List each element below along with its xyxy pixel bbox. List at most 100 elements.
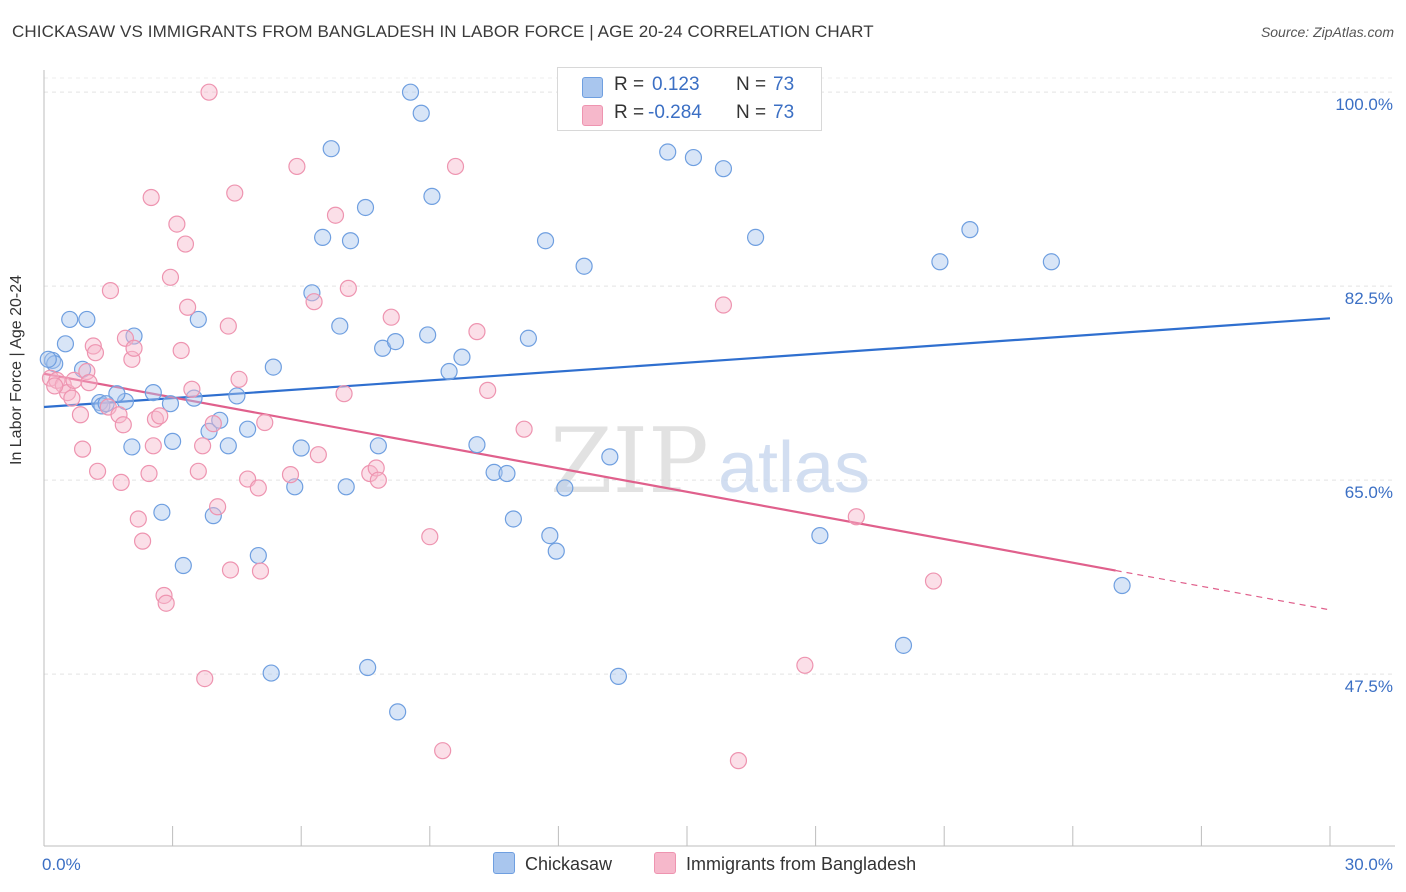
- trend-line-chickasaw: [43, 317, 1331, 409]
- point-bangladesh: [142, 188, 160, 207]
- point-chickasaw: [746, 228, 765, 246]
- legend-label-chickasaw: Chickasaw: [525, 854, 613, 874]
- point-chickasaw: [423, 187, 441, 205]
- point-bangladesh: [179, 298, 197, 316]
- point-chickasaw: [359, 658, 377, 677]
- tick-labels: 47.5% 65.0% 82.5% 100.0% 0.0% 30.0%: [42, 95, 1393, 874]
- bottom-legend-chickasaw: Chickasaw: [493, 852, 612, 875]
- point-chickasaw: [369, 437, 387, 455]
- point-bangladesh: [226, 184, 244, 202]
- point-chickasaw: [684, 148, 703, 167]
- point-bangladesh: [421, 528, 439, 546]
- y-tick-label: 65.0%: [1345, 483, 1393, 502]
- point-bangladesh: [847, 508, 865, 526]
- point-chickasaw: [519, 329, 537, 347]
- point-bangladesh: [251, 562, 270, 580]
- legend-n-label: N =: [736, 102, 767, 123]
- point-bangladesh: [221, 561, 240, 579]
- point-chickasaw: [894, 636, 913, 654]
- point-bangladesh: [80, 374, 98, 392]
- point-chickasaw: [609, 667, 628, 685]
- chart-title: CHICKASAW VS IMMIGRANTS FROM BANGLADESH …: [12, 22, 874, 41]
- legend-n-label: N =: [736, 74, 767, 95]
- point-chickasaw: [1042, 253, 1060, 271]
- point-chickasaw: [931, 253, 949, 271]
- point-bangladesh: [172, 341, 190, 360]
- point-chickasaw: [419, 326, 437, 344]
- bottom-legend-bangladesh: Immigrants from Bangladesh: [654, 852, 916, 875]
- legend-n-value: 73: [773, 102, 795, 123]
- point-chickasaw: [219, 437, 237, 455]
- point-bangladesh: [281, 466, 300, 484]
- y-tick-label: 100.0%: [1335, 95, 1393, 114]
- point-bangladesh: [46, 377, 64, 395]
- point-chickasaw: [123, 438, 141, 456]
- point-chickasaw: [292, 439, 310, 457]
- y-tick-label: 47.5%: [1345, 677, 1393, 696]
- legend-row-chickasaw: R = 0.123 N = 73: [558, 74, 821, 100]
- legend-swatch-pink: [654, 852, 676, 874]
- point-bangladesh: [335, 385, 353, 403]
- point-bangladesh: [114, 416, 132, 434]
- point-bangladesh: [112, 473, 130, 491]
- point-bangladesh: [157, 594, 175, 612]
- point-chickasaw: [174, 556, 192, 575]
- point-bangladesh: [204, 415, 222, 433]
- legend-swatch-pink: [582, 105, 603, 126]
- point-chickasaw: [337, 478, 355, 496]
- point-bangladesh: [151, 407, 169, 425]
- axes: [43, 70, 1395, 847]
- point-bangladesh: [249, 479, 267, 497]
- legend-label-bangladesh: Immigrants from Bangladesh: [686, 854, 917, 874]
- point-bangladesh: [144, 437, 162, 455]
- point-chickasaw: [356, 198, 375, 217]
- point-chickasaw: [239, 420, 257, 438]
- point-bangladesh: [125, 339, 143, 357]
- point-chickasaw: [485, 463, 503, 482]
- point-chickasaw: [811, 526, 829, 545]
- legend-r-value: -0.284: [648, 102, 702, 123]
- point-bangladesh: [183, 380, 201, 398]
- point-chickasaw: [264, 358, 282, 376]
- point-bangladesh: [288, 157, 306, 176]
- point-bangladesh: [110, 406, 128, 424]
- point-chickasaw: [78, 310, 96, 329]
- watermark-atlas: atlas: [718, 428, 870, 508]
- point-chickasaw: [61, 310, 79, 329]
- point-bangladesh: [479, 381, 497, 399]
- point-bangladesh: [189, 462, 207, 480]
- point-bangladesh: [63, 389, 81, 407]
- point-bangladesh: [86, 344, 105, 362]
- point-chickasaw: [468, 436, 486, 454]
- point-bangladesh: [256, 413, 274, 432]
- y-axis-label: In Labor Force | Age 20-24: [8, 274, 25, 465]
- point-bangladesh: [468, 323, 486, 341]
- point-chickasaw: [961, 221, 979, 239]
- point-chickasaw: [164, 432, 182, 450]
- point-bangladesh: [54, 376, 72, 394]
- point-chickasaw: [386, 333, 405, 351]
- point-bangladesh: [84, 337, 102, 355]
- legend-r-label: R =: [614, 74, 645, 95]
- legend-n-value: 73: [773, 74, 795, 95]
- point-bangladesh: [129, 510, 147, 528]
- point-bangladesh: [73, 440, 92, 458]
- point-chickasaw: [108, 385, 126, 403]
- trend-line-bangladesh-extension: [1115, 569, 1331, 611]
- point-chickasaw: [556, 479, 574, 497]
- point-bangladesh: [309, 446, 327, 464]
- point-bangladesh: [161, 268, 180, 286]
- point-chickasaw: [498, 464, 516, 483]
- x-tick-label-max: 30.0%: [1345, 855, 1393, 874]
- data-points: [39, 83, 1131, 770]
- point-bangladesh: [209, 498, 227, 516]
- legend-swatch-blue: [493, 852, 515, 874]
- point-bangladesh: [219, 317, 237, 335]
- point-bangladesh: [194, 437, 212, 455]
- point-chickasaw: [331, 317, 349, 335]
- legend-r-value: 0.123: [652, 74, 700, 95]
- point-chickasaw: [262, 664, 280, 682]
- point-bangladesh: [88, 462, 107, 480]
- point-bangladesh: [140, 464, 158, 483]
